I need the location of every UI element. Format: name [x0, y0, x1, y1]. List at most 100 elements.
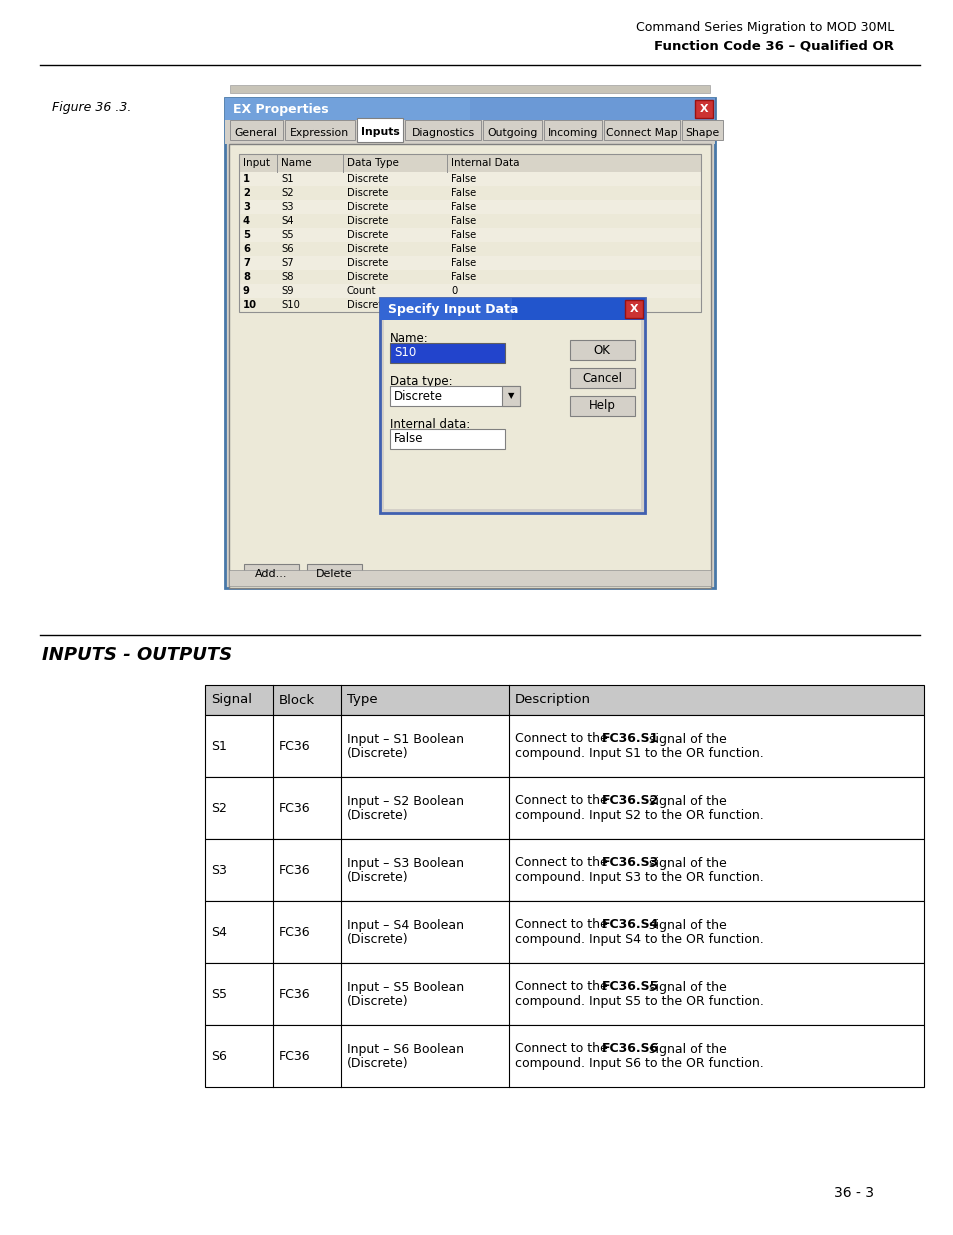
Bar	[482, 120, 541, 140]
Text: Data type:: Data type:	[390, 374, 452, 388]
Text: False: False	[451, 174, 476, 184]
Text: Figure 36 .3.: Figure 36 .3.	[52, 101, 132, 115]
Text: S4: S4	[211, 925, 227, 939]
Text: False: False	[451, 272, 476, 282]
Text: FC36.S4: FC36.S4	[601, 919, 659, 931]
Text: FC36.S1: FC36.S1	[601, 732, 659, 746]
Text: X: X	[699, 104, 707, 114]
Text: Connect to the: Connect to the	[515, 919, 611, 931]
Text: S6: S6	[211, 1050, 227, 1062]
Text: Name: Name	[281, 158, 312, 168]
Bar	[239, 228, 700, 242]
Text: 10: 10	[243, 300, 256, 310]
Bar	[624, 300, 642, 317]
Text: False: False	[451, 230, 476, 240]
Bar	[239, 200, 700, 214]
Text: S8: S8	[281, 272, 294, 282]
Bar	[379, 298, 644, 320]
Text: Description: Description	[515, 694, 590, 706]
Text: Inputs: Inputs	[360, 127, 399, 137]
Text: S9: S9	[281, 287, 294, 296]
Text: EX Properties: EX Properties	[233, 103, 328, 116]
Text: S1: S1	[281, 174, 294, 184]
Text: Discrete: Discrete	[347, 216, 388, 226]
Bar	[230, 120, 282, 140]
Text: Data Type: Data Type	[347, 158, 398, 168]
Text: OK: OK	[593, 343, 610, 357]
Text: Function Code 36 – Qualified OR: Function Code 36 – Qualified OR	[654, 40, 893, 53]
Text: FC36: FC36	[278, 802, 311, 815]
Text: FC36.S2: FC36.S2	[601, 794, 659, 808]
Bar	[205, 1025, 923, 1087]
Bar	[244, 564, 298, 584]
Bar	[569, 396, 635, 416]
Text: signal of the: signal of the	[645, 919, 726, 931]
Text: (Discrete): (Discrete)	[347, 1056, 408, 1070]
Bar	[569, 340, 635, 359]
Bar	[390, 343, 504, 363]
Text: Input – S2 Boolean: Input – S2 Boolean	[347, 794, 463, 808]
Bar	[405, 120, 480, 140]
Text: compound. Input S2 to the OR function.: compound. Input S2 to the OR function.	[515, 809, 763, 821]
Bar	[205, 839, 923, 902]
Text: signal of the: signal of the	[645, 732, 726, 746]
Text: Count: Count	[347, 287, 376, 296]
Text: compound. Input S3 to the OR function.: compound. Input S3 to the OR function.	[515, 871, 763, 883]
Text: INPUTS - OUTPUTS: INPUTS - OUTPUTS	[42, 646, 232, 664]
Text: Diagnostics: Diagnostics	[412, 128, 475, 138]
Text: Help: Help	[588, 399, 615, 412]
Text: Input – S3 Boolean: Input – S3 Boolean	[347, 857, 463, 869]
Text: FC36: FC36	[278, 1050, 311, 1062]
Text: Block: Block	[278, 694, 314, 706]
Text: 3: 3	[243, 203, 250, 212]
Text: (Discrete): (Discrete)	[347, 932, 408, 946]
Text: Specify Input Data: Specify Input Data	[388, 303, 517, 315]
Bar	[603, 120, 679, 140]
Text: 1: 1	[243, 174, 250, 184]
Bar	[307, 564, 361, 584]
Bar	[501, 387, 519, 406]
Text: 4: 4	[243, 216, 250, 226]
Text: Shape: Shape	[684, 128, 719, 138]
Text: Discrete: Discrete	[347, 188, 388, 198]
Bar	[229, 144, 710, 588]
Text: Expression: Expression	[290, 128, 349, 138]
Text: Discrete: Discrete	[347, 245, 388, 254]
Text: compound. Input S4 to the OR function.: compound. Input S4 to the OR function.	[515, 932, 763, 946]
Bar	[225, 98, 714, 120]
Text: compound. Input S1 to the OR function.: compound. Input S1 to the OR function.	[515, 746, 763, 760]
Text: FC36: FC36	[278, 988, 311, 1000]
Text: False: False	[451, 258, 476, 268]
Text: Discrete: Discrete	[347, 272, 388, 282]
Text: (Discrete): (Discrete)	[347, 746, 408, 760]
Bar	[390, 429, 504, 450]
Bar	[239, 256, 700, 270]
Bar	[543, 120, 601, 140]
Bar	[229, 571, 710, 585]
Bar	[390, 387, 519, 406]
Text: S4: S4	[281, 216, 294, 226]
Text: S5: S5	[281, 230, 294, 240]
Text: Connect to the: Connect to the	[515, 794, 611, 808]
Text: X: X	[629, 304, 638, 314]
Bar	[569, 368, 635, 388]
Text: Discrete: Discrete	[347, 203, 388, 212]
Text: Discrete: Discrete	[347, 174, 388, 184]
Bar	[239, 284, 700, 298]
Bar	[239, 298, 700, 312]
Text: Discrete: Discrete	[347, 300, 388, 310]
Text: (Discrete): (Discrete)	[347, 809, 408, 821]
Text: FC36: FC36	[278, 863, 311, 877]
Text: Delete: Delete	[315, 569, 352, 579]
Text: Discrete: Discrete	[347, 230, 388, 240]
Bar	[384, 320, 640, 509]
Text: False: False	[394, 432, 423, 446]
Text: Discrete: Discrete	[347, 258, 388, 268]
Text: S2: S2	[211, 802, 227, 815]
Bar	[239, 214, 700, 228]
Text: compound. Input S5 to the OR function.: compound. Input S5 to the OR function.	[515, 994, 763, 1008]
Bar	[239, 242, 700, 256]
Text: signal of the: signal of the	[645, 857, 726, 869]
Bar	[284, 120, 355, 140]
Text: FC36.S6: FC36.S6	[601, 1042, 659, 1056]
